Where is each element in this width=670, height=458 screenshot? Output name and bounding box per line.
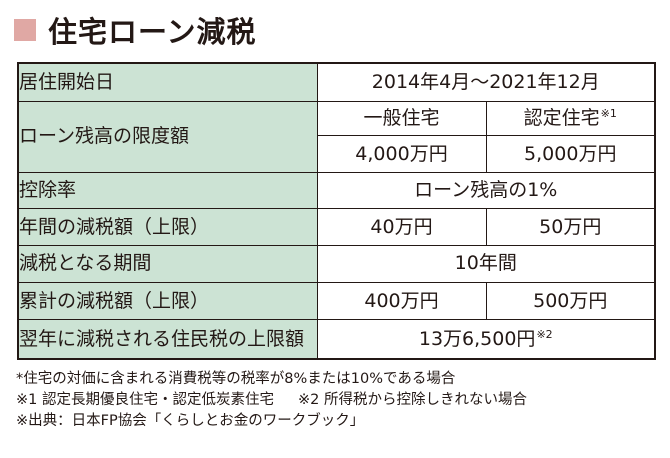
period-value: 2014年4月〜2021年12月	[316, 62, 656, 102]
annual-certified-value: 50万円	[485, 208, 656, 246]
limit-general-value: 4,000万円	[316, 134, 487, 174]
rate-value: ローン残高の1%	[316, 172, 656, 210]
duration-label: 減税となる期間	[17, 244, 318, 283]
table-row: 4,000万円 5,000万円	[18, 134, 656, 174]
note-marker-1: ※1	[600, 107, 617, 121]
page-title: 住宅ローン減税	[48, 15, 257, 49]
footnote-tax-rate: *住宅の対価に含まれる消費税等の税率が8%または10%である場合	[16, 371, 456, 387]
tax-reduction-table: 居住開始日 2014年4月〜2021年12月 ローン残高の限度額 一般住宅 認定…	[17, 62, 657, 360]
period-label: 居住開始日	[17, 62, 318, 102]
table-row: 減税となる期間 10年間	[17, 244, 656, 283]
duration-value: 10年間	[316, 244, 656, 283]
footnote-definitions: ※1 認定長期優良住宅・認定低炭素住宅 ※2 所得税から控除しきれない場合	[16, 390, 527, 411]
resident-value: 13万6,500円	[418, 328, 536, 351]
table-row: 控除率 ローン残高の1%	[17, 172, 656, 210]
title-square-icon	[14, 19, 36, 41]
table-row: 翌年に減税される住民税の上限額 13万6,500円※2	[17, 319, 656, 360]
col-certified-label: 認定住宅	[523, 107, 600, 130]
annual-label: 年間の減税額（上限）	[17, 208, 318, 246]
title-row: 住宅ローン減税	[14, 10, 257, 50]
footnote-1: ※1 認定長期優良住宅・認定低炭素住宅	[16, 392, 274, 408]
limit-label: ローン残高の限度額	[17, 100, 318, 174]
limit-certified-value: 5,000万円	[485, 134, 656, 174]
footnote-source: ※出典：日本FP協会「くらしとお金のワークブック」	[16, 413, 365, 429]
note-marker-2: ※2	[536, 328, 553, 342]
table-row: 累計の減税額（上限） 400万円 500万円	[17, 281, 656, 321]
total-general-value: 400万円	[316, 281, 487, 321]
col-certified-header: 認定住宅※1	[485, 100, 656, 136]
resident-cell: 13万6,500円※2	[316, 319, 656, 360]
total-label: 累計の減税額（上限）	[17, 281, 318, 321]
table-row: 居住開始日 2014年4月〜2021年12月	[17, 62, 656, 102]
table-row: ローン残高の限度額 一般住宅 認定住宅※1	[17, 100, 656, 174]
total-certified-value: 500万円	[485, 281, 656, 321]
table-row: 年間の減税額（上限） 40万円 50万円	[17, 208, 656, 246]
footnote-2: ※2 所得税から控除しきれない場合	[297, 392, 527, 408]
rate-label: 控除率	[17, 172, 318, 210]
footnotes: *住宅の対価に含まれる消費税等の税率が8%または10%である場合 ※1 認定長期…	[16, 369, 527, 432]
col-general-header: 一般住宅	[316, 100, 487, 136]
annual-general-value: 40万円	[316, 208, 487, 246]
resident-label: 翌年に減税される住民税の上限額	[17, 319, 318, 360]
